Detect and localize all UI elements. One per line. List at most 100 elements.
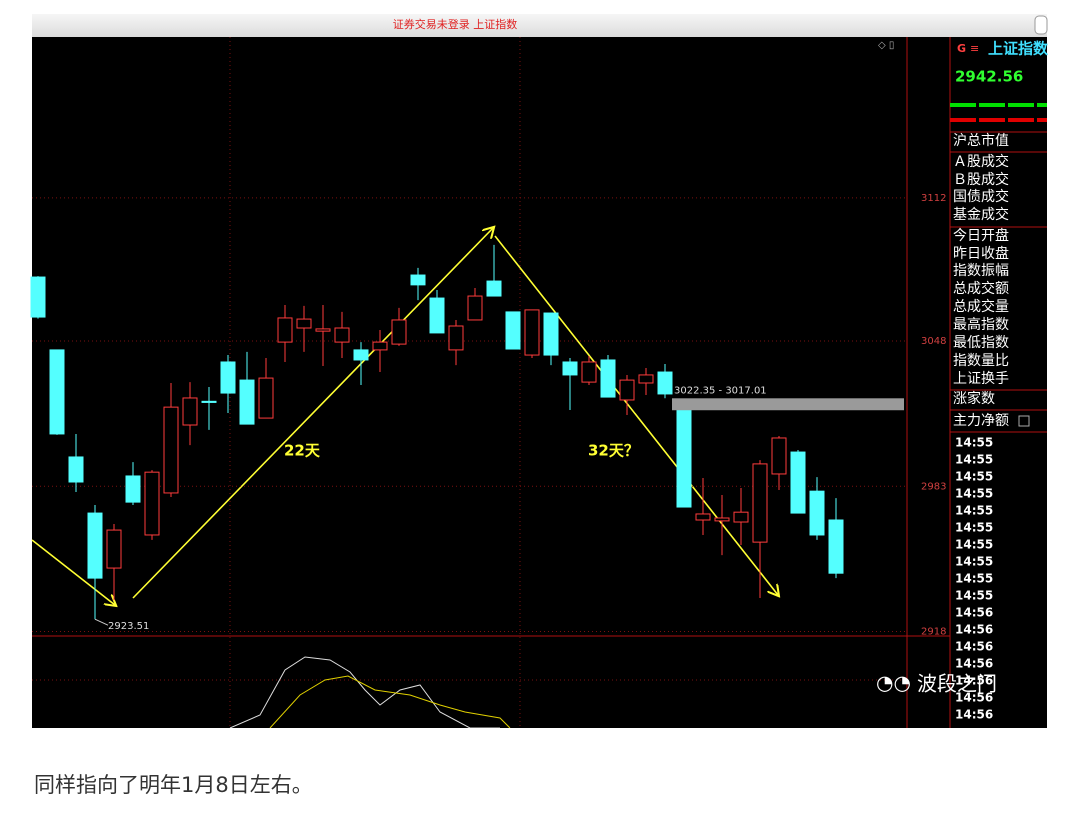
panel-label: 基金成交 — [953, 206, 1009, 223]
panel-label: 上证换手 — [953, 370, 1009, 387]
candle-body — [809, 490, 825, 536]
candle-body — [372, 341, 388, 351]
panel-label: Ｂ股成交 — [953, 171, 1009, 188]
trend-arrows — [31, 228, 778, 605]
panel-time: 14:55 — [955, 487, 993, 501]
candle-body — [353, 349, 369, 361]
panel-time: 14:56 — [955, 606, 993, 620]
gap-label: 3022.35 - 3017.01 — [674, 385, 767, 396]
candle-body — [391, 319, 407, 345]
candle-body — [258, 377, 274, 419]
toolbar-icon[interactable]: ◇ ▯ — [878, 40, 894, 51]
watermark: 波段之门 — [917, 672, 997, 696]
candle-body — [87, 512, 103, 579]
y-tick-label: 3112 — [921, 193, 946, 204]
candle-body — [676, 409, 692, 508]
annotation: 22天 — [284, 442, 321, 460]
candle-body — [790, 451, 806, 514]
candle-body — [182, 397, 198, 426]
low-marker-label: 2923.51 — [108, 621, 149, 632]
candle-body — [467, 295, 483, 321]
window-button[interactable] — [1034, 15, 1048, 35]
indicator — [229, 656, 511, 728]
panel-label: 指数量比 — [953, 353, 1009, 369]
candle-body — [429, 297, 445, 334]
candle-body — [619, 379, 635, 401]
candle-body — [600, 359, 616, 398]
candle-body — [543, 312, 559, 356]
panel-time: 14:55 — [955, 555, 993, 569]
trend-arrow — [494, 235, 778, 595]
panel-time: 14:56 — [955, 657, 993, 671]
candle-body — [828, 519, 844, 574]
candle-body — [277, 317, 293, 343]
panel-time: 14:55 — [955, 504, 993, 518]
gap-band — [672, 398, 904, 411]
panel-label: 总成交额 — [953, 280, 1009, 297]
panel-label: 主力净额 — [953, 413, 1009, 429]
candle-body — [733, 511, 749, 523]
trend-arrow — [31, 539, 115, 605]
panel-label: 国债成交 — [953, 188, 1009, 205]
y-tick-label: 2918 — [921, 627, 946, 638]
panel-price: 2942.56 — [955, 68, 1023, 86]
panel-label: 最低指数 — [953, 335, 1009, 351]
caption: 同样指向了明年1月8日左右。 — [34, 773, 313, 797]
candle-body — [695, 513, 711, 521]
menu-icon[interactable]: ≡ — [970, 42, 979, 55]
panel-time: 14:56 — [955, 623, 993, 637]
panel-button[interactable] — [1018, 415, 1030, 427]
candle-body — [771, 437, 787, 475]
candle-body — [448, 325, 464, 351]
panel-time: 14:56 — [955, 691, 993, 705]
candle-body — [657, 371, 673, 395]
panel-time: 14:56 — [955, 640, 993, 654]
panel-label: 涨家数 — [953, 390, 995, 407]
panel-label: 总成交量 — [953, 298, 1009, 315]
panel-label: 昨日收盘 — [953, 245, 1009, 262]
panel-time: 14:55 — [955, 453, 993, 467]
y-tick-label: 3048 — [921, 336, 946, 347]
candle-body — [144, 471, 160, 536]
candle-body — [505, 311, 521, 350]
candle-body — [410, 274, 426, 286]
panel-code: G — [957, 42, 966, 55]
panel-separators — [950, 131, 1047, 433]
candle-body — [486, 280, 502, 297]
indicator-line — [229, 656, 500, 728]
candle-body — [30, 276, 46, 318]
panel-time: 14:55 — [955, 436, 993, 450]
annotation: 32天？ — [588, 442, 639, 460]
candle-body — [106, 529, 122, 569]
y-tick-label: 2983 — [921, 481, 946, 492]
candle-body — [201, 400, 217, 403]
panel-time: 14:55 — [955, 521, 993, 535]
candle-body — [714, 517, 730, 522]
panel-label: 今日开盘 — [953, 227, 1009, 244]
candle-body — [581, 361, 597, 383]
candle-body — [68, 456, 84, 483]
panel-time: 14:55 — [955, 589, 993, 603]
candle-body — [125, 475, 141, 503]
panel-time: 14:55 — [955, 572, 993, 586]
trend-arrow — [132, 228, 493, 599]
panel-time: 14:55 — [955, 470, 993, 484]
candle-body — [163, 406, 179, 494]
candle-body — [239, 379, 255, 425]
candle-body — [49, 349, 65, 435]
candle-body — [524, 309, 540, 356]
candle-body — [562, 361, 578, 376]
panel-time: 14:56 — [955, 674, 993, 688]
candle-body — [752, 463, 768, 543]
candle-body — [334, 327, 350, 343]
candle-body — [296, 318, 312, 329]
watermark-icon: ◔◔ — [876, 671, 911, 695]
panel-time: 14:55 — [955, 538, 993, 552]
candle-body — [315, 328, 331, 332]
title-bar — [32, 14, 1047, 37]
candle-body — [220, 361, 236, 394]
indicator-line — [269, 675, 511, 728]
window-title: 证券交易未登录 上证指数 — [393, 17, 518, 31]
